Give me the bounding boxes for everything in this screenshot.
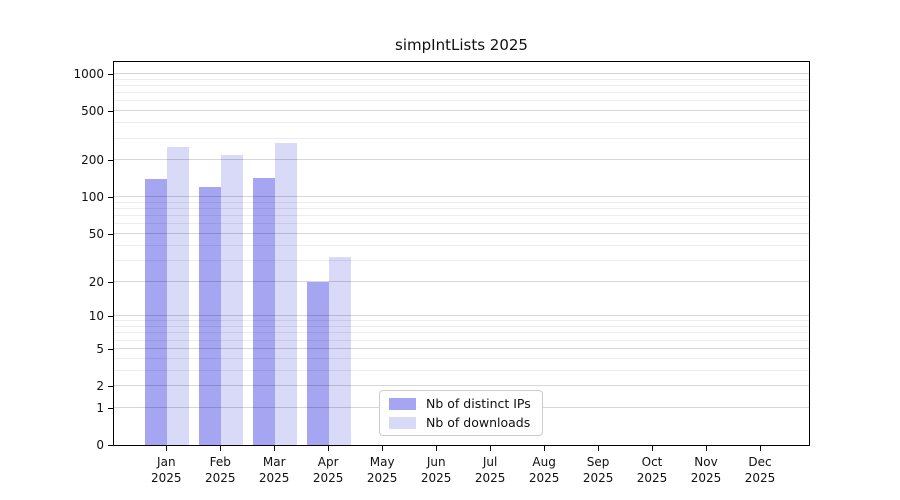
- y-tick-label-500: 500: [81, 104, 104, 119]
- bar-downloads-jan: [167, 147, 190, 445]
- bar-distinct-ips-jan: [145, 179, 168, 445]
- x-tick-mark-apr: [328, 446, 330, 451]
- x-tick-mark-mar: [274, 446, 276, 451]
- bar-distinct-ips-apr: [307, 281, 330, 445]
- y-tick-mark-50: [108, 233, 113, 235]
- x-tick-mark-jul: [490, 446, 492, 451]
- y-tick-label-2: 2: [96, 379, 104, 393]
- x-tick-label-sep: Sep 2025: [582, 455, 614, 485]
- x-tick-label-mar: Mar 2025: [258, 455, 290, 485]
- x-tick-mark-jan: [166, 446, 168, 451]
- y-tick-label-5: 5: [96, 341, 104, 356]
- x-tick-mark-oct: [652, 446, 653, 451]
- x-tick-label-nov: Nov 2025: [690, 455, 722, 485]
- y-tick-label-50: 50: [88, 226, 104, 241]
- x-tick-label-oct: Oct 2025: [636, 455, 668, 485]
- y-tick-label-1000: 1000: [73, 67, 104, 81]
- y-tick-mark-5: [108, 348, 113, 350]
- x-tick-mark-dec: [760, 446, 761, 451]
- bar-downloads-apr: [329, 257, 352, 445]
- x-tick-label-jun: Jun 2025: [420, 455, 452, 485]
- legend-item-distinct-ips: Nb of distinct IPs: [389, 396, 533, 411]
- bar-downloads-mar: [275, 143, 298, 445]
- y-tick-label-20: 20: [88, 274, 104, 289]
- bar-downloads-feb: [221, 155, 244, 445]
- x-tick-label-may: May 2025: [366, 455, 398, 485]
- x-tick-mark-sep: [598, 446, 600, 451]
- y-tick-label-100: 100: [81, 190, 104, 205]
- x-tick-mark-feb: [220, 446, 222, 451]
- legend-swatch-distinct-ips: [389, 397, 416, 410]
- y-tick-label-200: 200: [81, 153, 104, 168]
- x-tick-mark-aug: [544, 446, 546, 451]
- legend-label-distinct-ips: Nb of distinct IPs: [426, 396, 531, 411]
- bar-distinct-ips-mar: [253, 178, 276, 445]
- legend-label-downloads: Nb of downloads: [426, 415, 531, 430]
- y-tick-mark-200: [108, 160, 113, 162]
- plot-area: [113, 61, 810, 446]
- y-tick-label-1: 1: [96, 400, 104, 415]
- legend-swatch-downloads: [389, 416, 416, 429]
- y-tick-mark-1: [108, 407, 113, 409]
- bar-distinct-ips-feb: [199, 186, 222, 445]
- y-tick-mark-10: [108, 316, 113, 318]
- x-tick-label-feb: Feb 2025: [205, 455, 236, 485]
- x-tick-label-jul: Jul 2025: [474, 455, 506, 485]
- x-tick-label-aug: Aug 2025: [528, 455, 560, 485]
- y-tick-mark-100: [108, 197, 113, 199]
- x-tick-label-jan: Jan 2025: [151, 455, 182, 485]
- y-tick-label-10: 10: [88, 309, 104, 324]
- x-tick-mark-jun: [436, 446, 438, 451]
- x-tick-mark-nov: [706, 446, 707, 451]
- y-tick-label-0: 0: [96, 438, 104, 452]
- x-tick-mark-may: [382, 446, 384, 451]
- legend-item-downloads: Nb of downloads: [389, 415, 533, 430]
- y-tick-mark-20: [108, 281, 113, 283]
- chart-title: simpIntLists 2025: [395, 36, 528, 54]
- y-tick-mark-2: [108, 386, 113, 387]
- y-tick-mark-1000: [108, 74, 113, 75]
- bars-layer: [114, 62, 809, 445]
- y-tick-mark-0: [108, 445, 113, 446]
- legend: Nb of distinct IPs Nb of downloads: [379, 390, 543, 436]
- y-tick-mark-500: [108, 111, 113, 113]
- x-tick-label-apr: Apr 2025: [312, 455, 344, 485]
- x-tick-label-dec: Dec 2025: [744, 455, 776, 485]
